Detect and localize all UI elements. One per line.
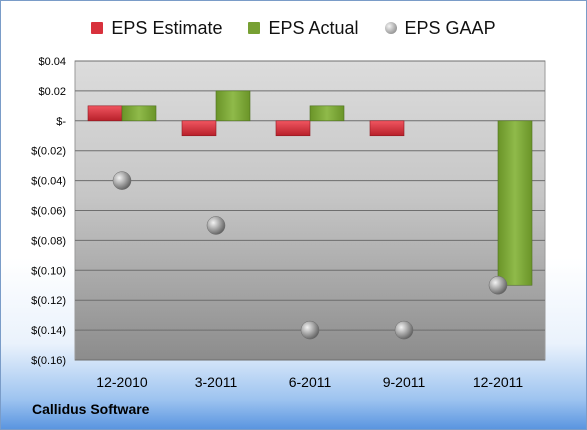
marker-eps-gaap [300,320,320,340]
y-tick-label: $(0.12) [31,295,66,307]
y-tick-label: $(0.04) [31,176,66,188]
x-tick-label: 12-2011 [473,374,524,390]
legend-label-eps-actual: EPS Actual [268,17,359,38]
legend-swatch-eps-actual [248,22,261,34]
gridlines [75,60,545,361]
y-tick-label: $(0.06) [31,206,66,218]
bar-eps-estimate [87,105,123,122]
chart-legend: EPS Estimate EPS Actual EPS GAAP [0,14,587,42]
legend-entry-eps-actual: EPS Actual [248,17,359,39]
bar-eps-actual [309,105,345,122]
gaap-markers [112,171,508,340]
x-tick-label: 9-2011 [383,374,426,390]
legend-label-eps-estimate: EPS Estimate [111,17,223,38]
legend-entry-eps-estimate: EPS Estimate [91,18,222,39]
legend-entry-eps-gaap: EPS GAAP [384,17,496,39]
x-tick-label: 6-2011 [289,374,332,390]
marker-eps-gaap [394,320,414,340]
y-tick-label: $(0.10) [31,265,66,277]
bar-eps-estimate [369,120,405,137]
marker-eps-gaap [206,216,226,235]
bar-eps-actual [497,120,533,286]
y-tick-label: $(0.08) [31,235,66,247]
y-axis-labels: $0.04 $0.02 $- $(0.02) $(0.04) $(0.06) $(0.08)… [31,56,66,367]
legend-label-eps-gaap: EPS GAAP [404,17,496,38]
y-tick-label: $(0.14) [31,325,66,337]
marker-eps-gaap [112,171,132,190]
bar-eps-actual [215,90,251,122]
y-tick-label: $0.04 [38,56,66,68]
bar-eps-actual [121,105,157,122]
y-tick-label: $(0.16) [31,355,66,367]
y-tick-label: $- [56,116,66,128]
marker-eps-gaap [488,276,508,295]
x-axis-labels: 12-2010 3-2011 6-2011 9-2011 12-2011 [96,374,523,390]
y-tick-label: $0.02 [38,86,66,98]
company-label: Callidus Software [32,401,150,417]
bar-marks [87,90,533,286]
x-tick-label: 3-2011 [195,374,238,390]
y-tick-label: $(0.02) [31,146,66,158]
bar-eps-estimate [275,120,311,137]
legend-swatch-eps-estimate [91,22,104,34]
x-tick-label: 12-2010 [96,374,148,390]
legend-swatch-eps-gaap [384,22,397,34]
bar-eps-estimate [181,120,217,137]
